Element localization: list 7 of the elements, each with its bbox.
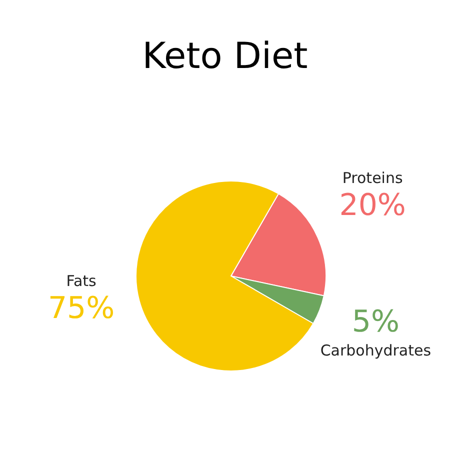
data-label: 75% (48, 291, 115, 326)
slice-label: Carbohydrates (320, 342, 432, 360)
chart-title: Keto Diet (141, 35, 309, 79)
data-label: 5% (352, 304, 400, 340)
data-label: 20% (339, 188, 406, 223)
slice-label: Fats (66, 272, 97, 290)
slice-label: Proteins (342, 168, 403, 187)
